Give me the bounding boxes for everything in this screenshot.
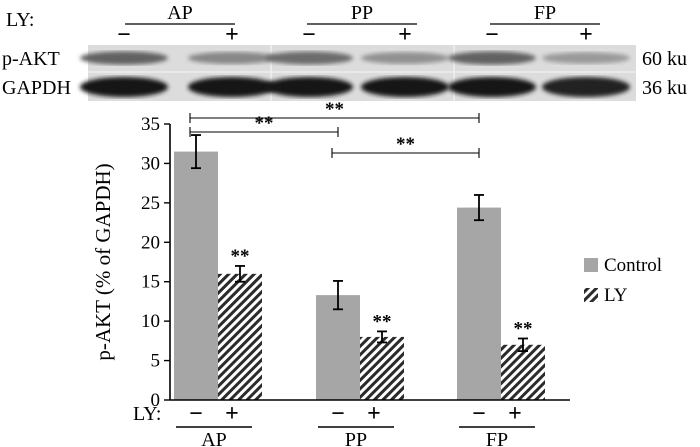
blot-band-gapdh-lane-2 <box>188 77 276 97</box>
bar-annotation-ly-fp: ** <box>514 318 533 339</box>
blot-band-p-akt-lane-1 <box>80 51 168 65</box>
legend-swatch-control <box>584 258 598 272</box>
blot-band-p-akt-lane-5 <box>448 51 536 65</box>
blot-band-gapdh-lane-1 <box>80 77 168 97</box>
bracket-label-pp-fp: ** <box>396 134 415 155</box>
y-tick-label-5: 5 <box>151 351 161 372</box>
legend: Control LY <box>584 255 662 306</box>
axes: 0 5 10 15 20 25 30 35 <box>141 114 570 411</box>
y-axis-label: p-AKT (% of GAPDH) <box>91 163 115 360</box>
blot-band-name-p-akt: p-AKT <box>2 48 60 70</box>
blot-band-p-akt-lane-4 <box>361 52 449 64</box>
blot-group-labels: AP PP FP <box>125 2 600 25</box>
blot-row-labels: p-AKT 60 ku GAPDH 36 ku <box>2 48 687 99</box>
blot-ly-row-label: LY: <box>6 9 34 31</box>
bracket-label-ap-pp: ** <box>255 113 274 134</box>
blot-sign-lane-6: + <box>579 22 593 48</box>
bars: ** ** ** <box>174 134 545 400</box>
x-category-label-fp: FP <box>486 429 508 447</box>
blot-band-gapdh-lane-6 <box>542 77 630 97</box>
blot-band-size-gapdh: 36 ku <box>642 77 687 99</box>
y-tick-label-25: 25 <box>141 193 160 214</box>
y-tick-label-35: 35 <box>141 114 160 135</box>
bar-annotation-ly-ap: ** <box>231 246 250 267</box>
x-sign-plus-fp: + <box>508 401 522 427</box>
blot-group-label-pp: PP <box>351 2 373 24</box>
blot-group-label-ap: AP <box>167 2 193 24</box>
legend-swatch-ly <box>584 288 598 302</box>
blot-membrane <box>88 45 636 101</box>
legend-label-control: Control <box>604 255 662 276</box>
y-tick-label-10: 10 <box>141 311 160 332</box>
bar-chart: p-AKT (% of GAPDH) ** ** ** ** ** ** 0 5 10 15 2… <box>91 99 662 447</box>
x-sign-minus-ap: − <box>189 401 203 427</box>
blot-group-label-fp: FP <box>534 2 556 24</box>
bar-control-fp <box>457 207 501 400</box>
y-tick-label-20: 20 <box>141 232 160 253</box>
blot-bands <box>80 51 630 97</box>
blot-band-p-akt-lane-3 <box>265 51 353 65</box>
blot-sign-lane-3: − <box>302 22 316 48</box>
x-axis-labels: LY: − +AP− +PP− +FP <box>133 401 535 447</box>
blot-band-name-gapdh: GAPDH <box>2 77 71 99</box>
x-sign-minus-pp: − <box>331 401 345 427</box>
bar-ly-fp <box>501 344 545 400</box>
bar-control-ap <box>174 151 218 400</box>
significance-brackets: ** ** ** <box>189 99 480 158</box>
blot-band-gapdh-lane-3 <box>265 77 353 97</box>
blot-treatment-signs: − + − + − + <box>117 22 593 48</box>
y-tick-label-15: 15 <box>141 272 160 293</box>
bar-annotation-ly-pp: ** <box>373 311 392 332</box>
x-category-label-ap: AP <box>201 429 227 447</box>
blot-sign-lane-1: − <box>117 22 131 48</box>
x-category-label-pp: PP <box>345 429 367 447</box>
blot-sign-lane-2: + <box>225 22 239 48</box>
bar-ly-pp <box>360 336 404 400</box>
bar-control-pp <box>316 295 360 400</box>
blot-band-gapdh-lane-5 <box>448 77 536 97</box>
blot-band-size-p-akt: 60 ku <box>642 48 687 70</box>
legend-label-ly: LY <box>604 285 628 306</box>
y-tick-label-30: 30 <box>141 153 160 174</box>
x-sign-plus-pp: + <box>367 401 381 427</box>
bracket-label-ap-fp: ** <box>325 99 344 120</box>
blot-sign-lane-5: − <box>485 22 499 48</box>
blot-band-p-akt-lane-2 <box>188 51 276 65</box>
blot-band-gapdh-lane-4 <box>361 77 449 97</box>
x-sign-plus-ap: + <box>225 401 239 427</box>
x-row-label-ly: LY: <box>133 403 161 425</box>
blot-band-p-akt-lane-6 <box>542 52 630 64</box>
x-sign-minus-fp: − <box>472 401 486 427</box>
y-tick-label-0: 0 <box>151 390 161 411</box>
western-blot-panel: LY: AP PP FP − + − + − + p-AKT 60 ku GAPDH 36 ku <box>2 2 687 101</box>
bar-ly-ap <box>218 273 262 400</box>
blot-sign-lane-4: + <box>398 22 412 48</box>
